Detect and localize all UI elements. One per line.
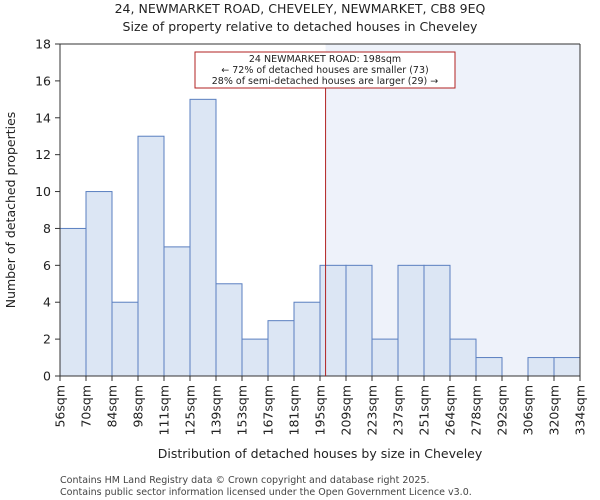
annotation-line-3: 28% of semi-detached houses are larger (… — [212, 76, 439, 87]
y-tick-label: 0 — [43, 369, 51, 384]
bar-278sqm — [475, 357, 503, 377]
footer-line-2: Contains public sector information licen… — [60, 487, 472, 498]
x-tick-label: 320sqm — [547, 385, 562, 435]
annotation-line-2: ← 72% of detached houses are smaller (73… — [221, 65, 428, 76]
bar-125sqm — [189, 98, 217, 377]
y-ticks-group: 0 2 4 6 8 10 12 14 16 18 — [35, 37, 60, 384]
bar-209sqm — [345, 264, 373, 377]
bar-167sqm — [267, 320, 295, 377]
y-tick-label: 4 — [43, 295, 51, 310]
bar-84sqm — [111, 301, 139, 377]
bar-111sqm — [163, 246, 191, 377]
y-tick-label: 8 — [43, 221, 51, 236]
bar-181sqm — [293, 301, 321, 377]
bar-320sqm — [553, 357, 581, 377]
bar-153sqm — [241, 338, 269, 377]
x-tick-label: 306sqm — [521, 385, 536, 435]
y-axis-label: Number of detached properties — [3, 112, 18, 309]
bar-98sqm — [137, 135, 165, 377]
x-tick-label: 56sqm — [53, 385, 68, 428]
x-tick-label: 264sqm — [443, 385, 458, 435]
x-tick-label: 125sqm — [183, 385, 198, 435]
x-tick-label: 153sqm — [235, 385, 250, 435]
y-tick-label: 12 — [35, 147, 51, 162]
x-tick-label: 98sqm — [131, 385, 146, 428]
x-tick-label: 278sqm — [469, 385, 484, 435]
x-tick-label: 292sqm — [495, 385, 510, 435]
x-tick-label: 167sqm — [261, 385, 276, 435]
y-tick-label: 16 — [35, 73, 51, 88]
x-tick-label: 251sqm — [417, 385, 432, 435]
y-tick-label: 2 — [43, 332, 51, 347]
x-tick-label: 84sqm — [105, 385, 120, 428]
x-tick-label: 139sqm — [209, 385, 224, 435]
y-tick-label: 14 — [35, 110, 51, 125]
y-tick-label: 6 — [43, 258, 51, 273]
x-tick-label: 223sqm — [365, 385, 380, 435]
bar-139sqm — [215, 283, 243, 377]
x-tick-label: 111sqm — [157, 385, 172, 435]
bar-223sqm — [371, 338, 399, 377]
bar-237sqm — [397, 264, 425, 377]
bar-195sqm — [319, 264, 347, 377]
bars-group — [59, 98, 581, 377]
bar-56sqm — [59, 227, 87, 377]
x-tick-label: 195sqm — [313, 385, 328, 435]
x-tick-label: 334sqm — [573, 385, 588, 435]
footer-line-1: Contains HM Land Registry data © Crown c… — [60, 475, 430, 486]
x-tick-label: 209sqm — [339, 385, 354, 435]
x-tick-label: 181sqm — [287, 385, 302, 435]
annotation-line-1: 24 NEWMARKET ROAD: 198sqm — [249, 54, 401, 65]
x-tick-label: 70sqm — [79, 385, 94, 428]
chart-subtitle: Size of property relative to detached ho… — [123, 19, 479, 34]
x-axis-label: Distribution of detached houses by size … — [158, 446, 483, 461]
y-tick-label: 18 — [35, 37, 51, 52]
bar-70sqm — [85, 191, 113, 377]
chart-title: 24, NEWMARKET ROAD, CHEVELEY, NEWMARKET,… — [115, 1, 486, 16]
bar-264sqm — [449, 338, 477, 377]
y-tick-label: 10 — [35, 184, 51, 199]
x-tick-label: 237sqm — [391, 385, 406, 435]
x-ticks-group: 56sqm 70sqm 84sqm 98sqm 111sqm 125sqm 139sqm 15… — [53, 376, 588, 435]
bar-306sqm — [527, 357, 555, 377]
annotation-box: 24 NEWMARKET ROAD: 198sqm ← 72% of detac… — [194, 51, 456, 89]
bar-251sqm — [423, 264, 451, 377]
